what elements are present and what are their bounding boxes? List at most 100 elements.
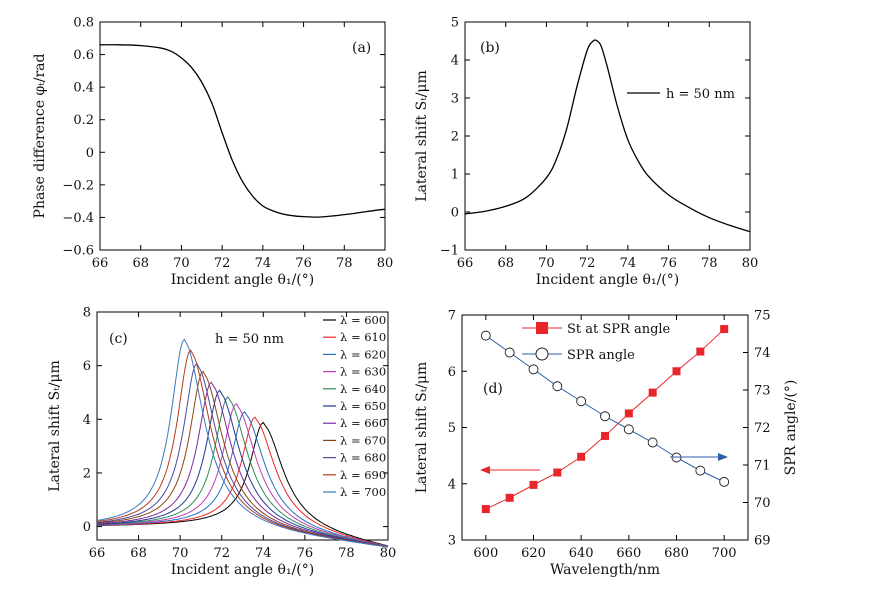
legend-entry: λ = 650	[340, 399, 386, 413]
y-tick-label: −0.2	[62, 178, 94, 193]
y-tick-label: 2	[451, 130, 459, 145]
x-tick-label: 78	[338, 546, 355, 561]
x-tick-label: 620	[521, 546, 546, 561]
legend-entry: St at SPR angle	[567, 322, 671, 337]
x-axis-label: Incident angle θ₁/(°)	[171, 562, 314, 578]
left-axis-arrowhead	[480, 466, 490, 474]
spr-marker	[528, 364, 539, 375]
legend-swatch-square	[536, 322, 548, 334]
x-tick-label: 66	[92, 256, 109, 271]
y-tick-label: −1	[440, 244, 459, 259]
spr-marker	[647, 437, 658, 448]
st-marker	[529, 480, 538, 489]
spr-marker	[552, 381, 563, 392]
y-tick-label: 0	[83, 520, 91, 535]
panel-b-lateral-shift: 66 68 70 72 74 76 78 80 −1 0 1 2 3 4 5 Incident angle θ…	[414, 16, 758, 289]
y-tick-label: 0.2	[73, 113, 94, 128]
legend-entry: λ = 680	[340, 451, 386, 465]
resonance-line-4	[96, 396, 389, 548]
x-tick-label: 66	[89, 546, 106, 561]
x-axis-label: Incident angle θ₁/(°)	[171, 272, 314, 288]
y-tick-label: −0.6	[62, 244, 94, 259]
spr-marker	[623, 424, 634, 435]
right-axis-arrowhead	[718, 453, 728, 461]
spr-marker	[576, 396, 587, 407]
x-tick-label: 74	[255, 546, 272, 561]
y-tick-label: 7	[448, 309, 456, 324]
x-tick-label: 66	[457, 256, 474, 271]
resonance-line-1	[96, 416, 389, 547]
x-tick-label: 680	[664, 546, 689, 561]
st-marker	[720, 325, 729, 334]
st-marker	[481, 505, 490, 514]
legend-entry: λ = 700	[340, 485, 386, 499]
x-tick-label: 76	[660, 256, 677, 271]
spr-marker	[695, 465, 706, 476]
y-tick-label-right: 73	[754, 384, 771, 399]
plot-frame	[96, 311, 389, 541]
legend-entry: SPR angle	[567, 348, 635, 363]
y-axis-label: Lateral shift Sₜ/μm	[414, 70, 430, 202]
panel-label: (d)	[483, 381, 503, 397]
legend-entry: λ = 670	[340, 433, 386, 447]
y-axis-label: Phase difference φₜ/rad	[32, 54, 48, 219]
panel-d-wavelength-dependence: 600 620 640 660 680 700 3 4 5 6 7 69 70 71 72 73 74 75 Wav…	[414, 309, 799, 579]
x-axis-label: Incident angle θ₁/(°)	[536, 272, 679, 288]
y-tick-label: 6	[448, 365, 456, 380]
x-tick-label: 70	[173, 256, 190, 271]
plot-frame	[99, 21, 386, 251]
resonance-line-3	[96, 402, 389, 547]
resonance-line-9	[96, 349, 389, 548]
y-tick-label-right: 72	[754, 421, 771, 436]
legend-label: h = 50 nm	[666, 87, 735, 102]
legend-entry: λ = 640	[340, 382, 386, 396]
x-tick-label: 640	[569, 546, 594, 561]
y-tick-label-right: 74	[754, 346, 771, 361]
x-tick-label: 80	[377, 256, 394, 271]
y-tick-label: 3	[451, 92, 459, 107]
y-tick-label: 0.6	[73, 48, 94, 63]
st-marker	[696, 347, 705, 356]
y-tick-label: 0	[86, 146, 94, 161]
y-tick-label: 2	[83, 466, 91, 481]
y-tick-label-right: 69	[754, 534, 771, 549]
legend-swatch-circle	[535, 347, 549, 361]
legend-entry: λ = 660	[340, 416, 386, 430]
st-marker	[577, 452, 586, 461]
y-axis-label: Lateral shift Sₜ/μm	[414, 362, 430, 494]
legend-entry: λ = 690	[340, 468, 386, 482]
panel-label: (a)	[352, 40, 371, 56]
x-tick-label: 68	[132, 256, 149, 271]
st-marker	[601, 431, 609, 440]
y-tick-label: 6	[83, 359, 91, 374]
x-tick-label: 72	[214, 256, 231, 271]
x-tick-label: 76	[297, 546, 314, 561]
st-marker	[648, 388, 657, 397]
resonance-line-5	[96, 389, 389, 548]
st-marker	[553, 468, 562, 477]
legend-entry: λ = 600	[340, 313, 386, 327]
y-axis-label: Lateral shift Sₜ/μm	[47, 360, 63, 492]
y-tick-label: 0	[451, 206, 459, 221]
y-tick-label-right: 71	[754, 459, 771, 474]
spr-marker	[719, 476, 730, 487]
legend-entry: λ = 610	[340, 330, 386, 344]
legend-entry: λ = 620	[340, 347, 386, 361]
x-tick-label: 70	[538, 256, 555, 271]
x-tick-label: 68	[130, 546, 147, 561]
x-tick-label: 74	[620, 256, 637, 271]
x-tick-label: 80	[742, 256, 759, 271]
legend-entry: λ = 630	[340, 365, 386, 379]
y-tick-label: 4	[448, 477, 456, 492]
lateral-shift-line	[464, 39, 751, 233]
st-marker	[672, 367, 681, 376]
x-axis-label: Wavelength/nm	[550, 562, 660, 578]
spr-marker	[600, 411, 610, 422]
resonance-line-10	[96, 338, 389, 548]
panel-label: (b)	[480, 40, 500, 56]
x-tick-label: 80	[380, 546, 397, 561]
y-tick-label: 5	[448, 421, 456, 436]
y-tick-label: 3	[448, 534, 456, 549]
